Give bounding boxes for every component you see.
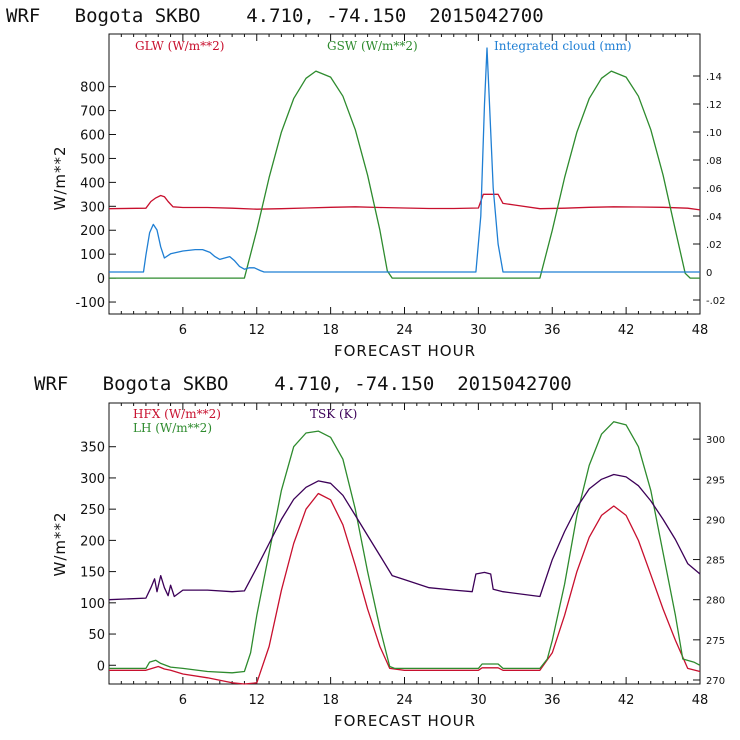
y2-tick-label: .14 (706, 72, 722, 83)
radiation-cloud-panel: WRF Bogota SKBO 4.710, -74.150 201504270… (6, 5, 726, 360)
legend-hfx: HFX (W/m**2) (133, 407, 221, 421)
y-tick-label: 100 (80, 248, 105, 263)
y2-tick-label: .08 (706, 156, 722, 167)
x-tick-label: 48 (692, 323, 709, 338)
y2-tick-label: .06 (706, 184, 722, 195)
y2-tick-label: 280 (706, 596, 725, 607)
x-tick-label: 24 (396, 693, 413, 708)
x-tick-label: 24 (396, 323, 413, 338)
x-tick-label: 12 (248, 693, 265, 708)
y-tick-label: 250 (80, 503, 105, 518)
series-line-hfx (109, 492, 701, 685)
y2-tick-label: 295 (706, 475, 725, 486)
y-tick-label: 400 (80, 176, 105, 191)
legend-integrated-cloud: Integrated cloud (mm) (494, 39, 632, 53)
panel-2-series (108, 421, 701, 685)
y-tick-label: 350 (80, 441, 105, 456)
panel-2-frame (108, 402, 701, 685)
y2-tick-label: .02 (706, 240, 722, 251)
y2-tick-label: 290 (706, 515, 725, 526)
y2-tick-label: .10 (706, 128, 722, 139)
y-tick-label: 200 (80, 224, 105, 239)
legend-tsk: TSK (K) (310, 407, 357, 421)
series-line-integrated (109, 47, 700, 273)
y-tick-label: 50 (88, 628, 105, 643)
panel-1-title: WRF Bogota SKBO 4.710, -74.150 201504270… (6, 5, 544, 27)
series-line-tsk (108, 473, 701, 601)
x-tick-label: 6 (179, 693, 187, 708)
x-tick-label: 48 (692, 693, 709, 708)
panel-1-ylabel: W/m**2 (51, 145, 69, 210)
y-tick-label: 300 (80, 200, 105, 215)
y2-tick-label: 270 (706, 676, 725, 687)
y-tick-label: 100 (80, 597, 105, 612)
y2-tick-label: 285 (706, 556, 725, 567)
x-tick-label: 6 (179, 323, 187, 338)
panel-2-title: WRF Bogota SKBO 4.710, -74.150 201504270… (34, 373, 572, 395)
y-tick-label: 800 (80, 81, 105, 96)
y2-tick-label: 300 (706, 435, 725, 446)
legend-gsw: GSW (W/m**2) (327, 39, 418, 53)
legend-glw: GLW (W/m**2) (135, 39, 224, 53)
x-tick-label: 18 (322, 323, 339, 338)
x-tick-label: 36 (544, 323, 561, 338)
x-tick-label: 42 (618, 323, 635, 338)
y2-tick-label: .04 (706, 212, 722, 223)
legend-lh: LH (W/m**2) (133, 421, 212, 435)
x-tick-label: 36 (544, 693, 561, 708)
y-tick-label: 150 (80, 566, 105, 581)
panel-1-ticks: 6 12 18 24 30 36 42 48 -100 0 100 200 300 400 500 600 70… (75, 34, 726, 338)
y-tick-label: 600 (80, 129, 105, 144)
y-tick-label: 700 (80, 105, 105, 120)
y-tick-label: 200 (80, 534, 105, 549)
series-line-gsw (109, 70, 700, 279)
x-tick-label: 30 (470, 323, 487, 338)
series-line-lh (109, 421, 701, 674)
panel-1-xlabel: FORECAST HOUR (334, 342, 476, 360)
y-tick-label: -100 (75, 296, 105, 311)
panel-1-series (108, 47, 701, 279)
panel-2-xlabel: FORECAST HOUR (334, 712, 476, 730)
panel-2-ticks: 6 12 18 24 30 36 42 48 0 50 100 150 200 250 300 350 270 2… (80, 403, 725, 708)
series-line-glw (108, 193, 701, 211)
y-tick-label: 0 (97, 659, 105, 674)
x-tick-label: 12 (248, 323, 265, 338)
flux-skin-temp-panel: WRF Bogota SKBO 4.710, -74.150 201504270… (34, 373, 725, 730)
x-tick-label: 30 (470, 693, 487, 708)
y-tick-label: 300 (80, 472, 105, 487)
y2-tick-label: 0 (706, 268, 712, 279)
x-tick-label: 42 (618, 693, 635, 708)
y2-tick-label: -.02 (706, 296, 726, 307)
panel-2-ylabel: W/m**2 (51, 511, 69, 576)
y2-tick-label: .12 (706, 100, 722, 111)
y-tick-label: 500 (80, 152, 105, 167)
y2-tick-label: 275 (706, 636, 725, 647)
y-tick-label: 0 (97, 272, 105, 287)
x-tick-label: 18 (322, 693, 339, 708)
